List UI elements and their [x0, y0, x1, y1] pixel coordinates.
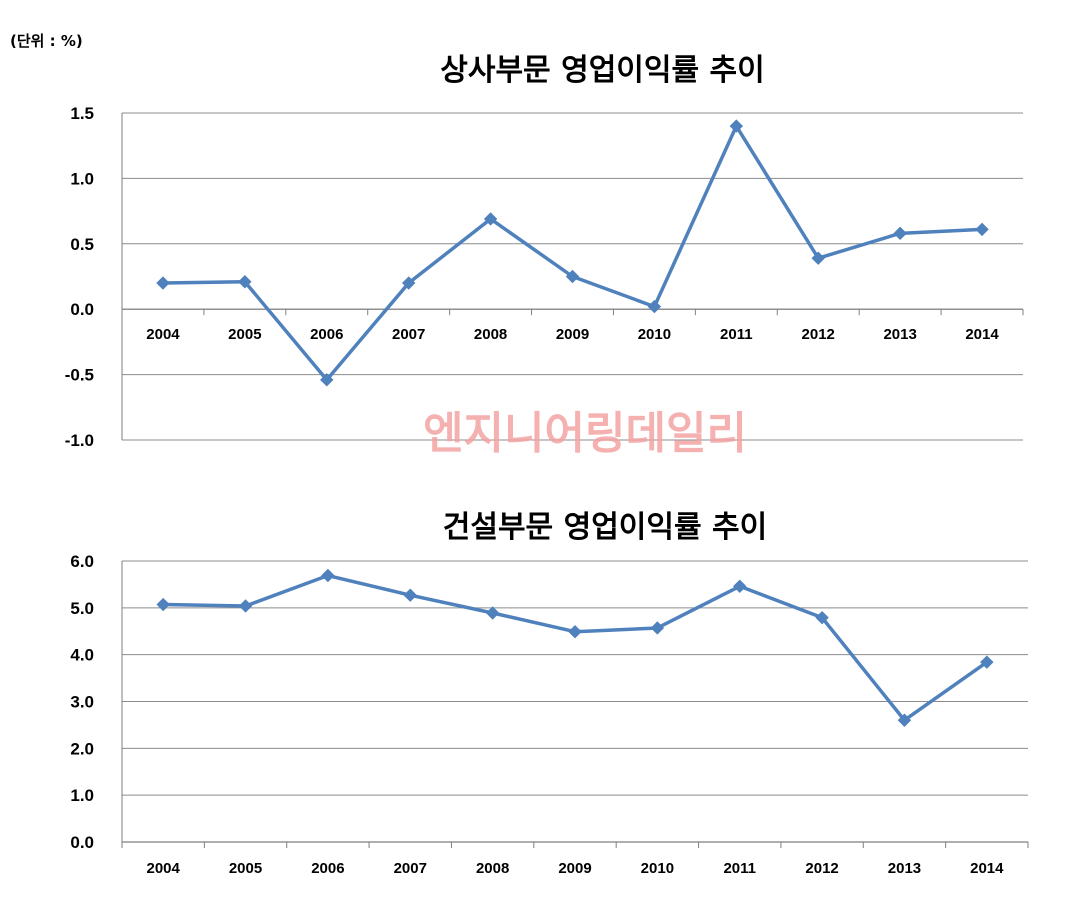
y-tick-label: 3.0 — [70, 693, 94, 712]
chart-title: 상사부문 영업이익률 추이 — [440, 53, 765, 88]
x-tick-label: 2014 — [965, 326, 999, 343]
x-tick-label: 2008 — [476, 860, 509, 877]
chart-construction-division: 건설부문 영업이익률 추이 6.0 5.0 4.0 3.0 2.0 1.0 0.0 2004 20… — [70, 510, 1029, 877]
data-point — [403, 588, 417, 602]
x-tick-label: 2004 — [146, 326, 180, 343]
y-tick-label: 6.0 — [70, 552, 94, 571]
data-point — [897, 713, 912, 727]
data-point — [980, 655, 994, 669]
data-point — [565, 269, 580, 284]
x-tick-label: 2011 — [720, 326, 753, 343]
data-point — [811, 251, 825, 265]
x-tick-label: 2013 — [888, 860, 921, 877]
x-tick-label: 2010 — [638, 326, 671, 343]
y-tick-label: 4.0 — [70, 646, 94, 665]
data-point — [647, 299, 662, 314]
y-tick-label: 1.0 — [70, 786, 94, 805]
y-tick-label: -1.0 — [65, 431, 94, 450]
data-point — [568, 625, 582, 639]
data-point — [815, 610, 829, 625]
data-point — [156, 597, 170, 612]
data-point — [401, 276, 416, 290]
data-point — [733, 579, 747, 593]
data-point — [650, 621, 665, 635]
x-tick-label: 2012 — [802, 326, 835, 343]
x-tick-label: 2008 — [474, 326, 507, 343]
chart-trading-division: 상사부문 영업이익률 추이 1.5 1.0 0.5 0.0 -0.5 -1.0 2004 200… — [65, 53, 1024, 450]
y-tick-label: 5.0 — [70, 599, 94, 618]
y-tick-label: 0.5 — [70, 235, 94, 254]
y-tick-label: 2.0 — [70, 739, 94, 758]
x-tick-label: 2004 — [146, 860, 180, 877]
x-tick-label: 2012 — [805, 860, 838, 877]
watermark: 엔지니어링데일리 — [423, 408, 747, 459]
chart-title: 건설부문 영업이익률 추이 — [443, 510, 768, 545]
data-point — [320, 373, 334, 387]
x-tick-label: 2009 — [558, 860, 591, 877]
x-tick-label: 2009 — [556, 326, 589, 343]
y-tick-label: 1.0 — [70, 169, 94, 188]
data-point — [483, 212, 498, 226]
data-point — [156, 276, 170, 290]
data-point — [729, 119, 744, 133]
y-tick-label: 0.0 — [70, 833, 94, 852]
x-tick-label: 2006 — [310, 326, 343, 343]
y-tick-label: 0.0 — [70, 300, 94, 319]
x-tick-label: 2011 — [723, 860, 756, 877]
data-point — [975, 222, 989, 237]
y-tick-label: -0.5 — [65, 366, 94, 385]
data-point — [321, 568, 335, 583]
data-point — [485, 606, 500, 620]
series-line — [163, 573, 988, 722]
data-point — [238, 275, 252, 289]
x-tick-label: 2010 — [641, 860, 674, 877]
data-point — [238, 599, 253, 613]
x-tick-label: 2006 — [311, 860, 344, 877]
x-tick-label: 2005 — [228, 326, 261, 343]
x-tick-label: 2014 — [970, 860, 1004, 877]
x-tick-label: 2005 — [229, 860, 262, 877]
x-tick-label: 2007 — [394, 860, 427, 877]
data-point — [893, 226, 907, 241]
x-tick-label: 2007 — [392, 326, 425, 343]
y-tick-label: 1.5 — [70, 104, 94, 123]
unit-note: (단위 : %) — [10, 32, 83, 50]
x-tick-label: 2013 — [883, 326, 916, 343]
